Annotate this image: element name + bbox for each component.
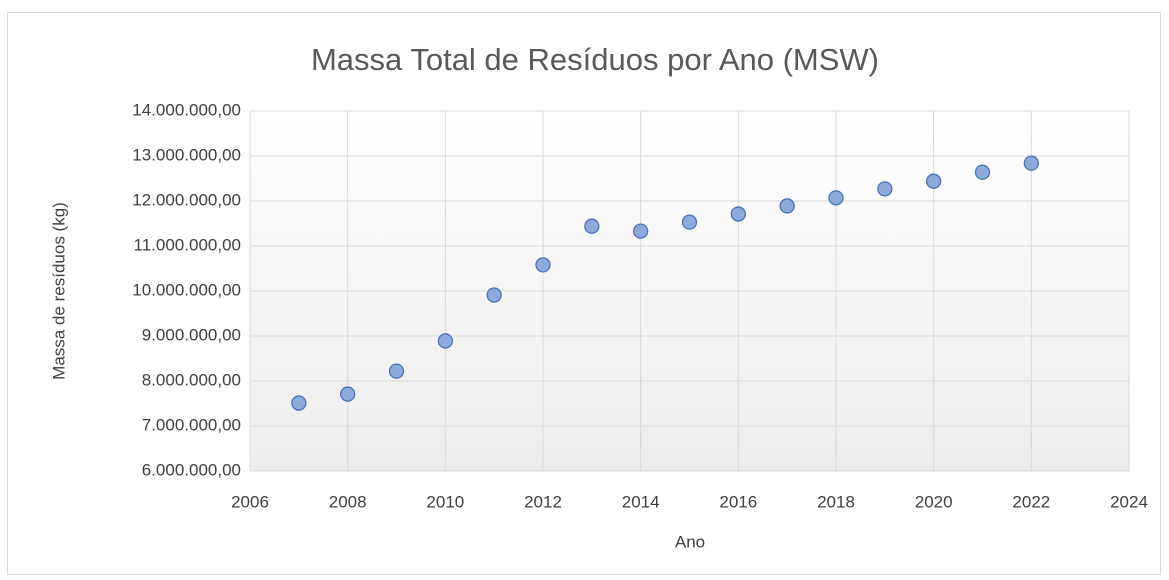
point bbox=[1023, 155, 1039, 171]
point bbox=[340, 386, 356, 402]
point bbox=[584, 218, 600, 234]
point bbox=[681, 214, 698, 230]
x-tick-label: 2020 bbox=[915, 492, 953, 511]
x-tick-label: 2010 bbox=[426, 492, 464, 511]
point bbox=[926, 173, 942, 189]
y-tick-label: 9.000.000,00 bbox=[142, 325, 241, 344]
chart-title: Massa Total de Resíduos por Ano (MSW) bbox=[311, 42, 879, 77]
point bbox=[486, 287, 502, 303]
point bbox=[437, 333, 453, 349]
point bbox=[633, 223, 649, 239]
point bbox=[291, 395, 307, 411]
point bbox=[730, 206, 746, 222]
x-tick-label: 2012 bbox=[524, 492, 562, 511]
y-tick-label: 6.000.000,00 bbox=[142, 460, 241, 479]
point bbox=[877, 181, 893, 197]
y-tick-label: 7.000.000,00 bbox=[142, 415, 241, 434]
x-tick-label: 2016 bbox=[719, 492, 757, 511]
x-tick-label: 2022 bbox=[1012, 492, 1050, 511]
point bbox=[828, 190, 844, 206]
point bbox=[388, 363, 405, 379]
x-tick-label: 2024 bbox=[1110, 492, 1148, 511]
point bbox=[535, 257, 551, 273]
point bbox=[779, 198, 795, 214]
x-tick-label: 2008 bbox=[329, 492, 367, 511]
y-tick-label: 10.000.000,00 bbox=[132, 280, 241, 299]
x-tick-label: 2006 bbox=[231, 492, 269, 511]
y-tick-label: 11.000.000,00 bbox=[134, 235, 241, 254]
y-tick-label: 13.000.000,00 bbox=[132, 145, 241, 164]
y-tick-label: 8.000.000,00 bbox=[142, 370, 241, 389]
y-axis-label: Massa de resíduos (kg) bbox=[49, 202, 68, 380]
x-axis-label: Ano bbox=[675, 532, 705, 551]
y-tick-label: 14.000.000,00 bbox=[132, 100, 241, 119]
y-tick-label: 12.000.000,00 bbox=[132, 190, 241, 209]
x-tick-label: 2018 bbox=[817, 492, 855, 511]
x-tick-label: 2014 bbox=[622, 492, 660, 511]
point bbox=[974, 164, 991, 180]
